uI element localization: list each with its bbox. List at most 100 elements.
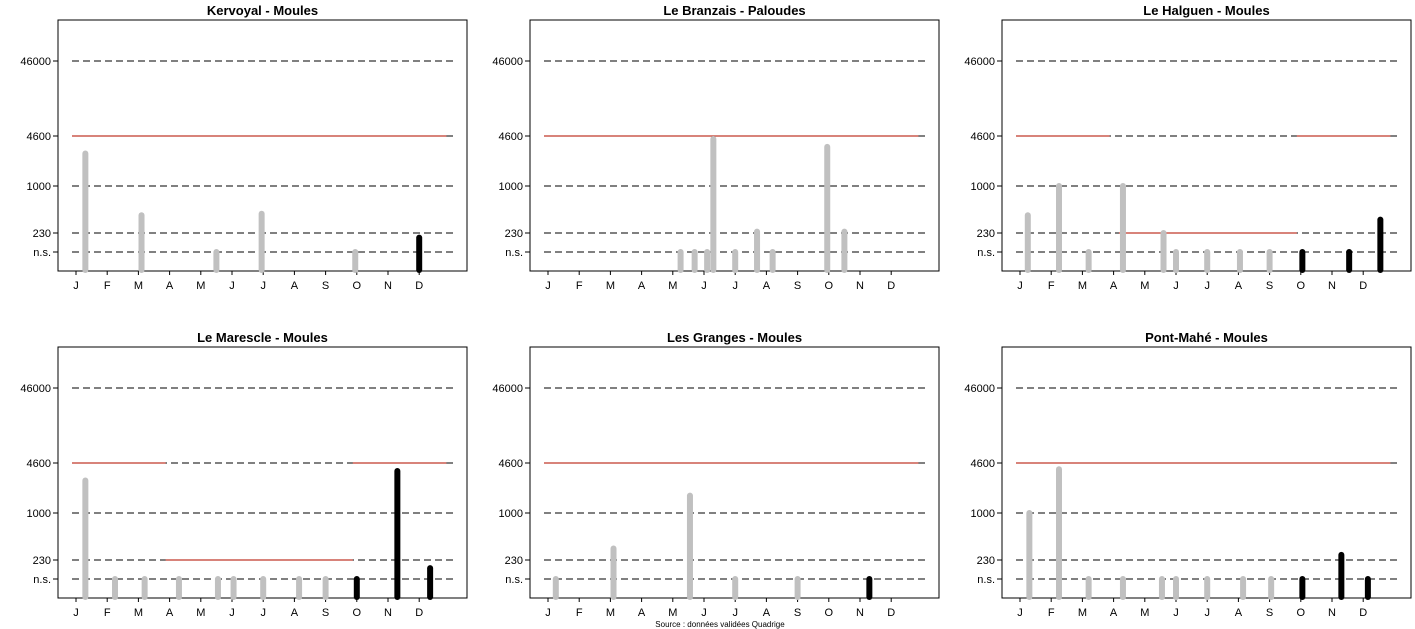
x-tick-label: O: [353, 280, 362, 292]
x-tick-label: F: [576, 280, 583, 292]
x-tick-label: S: [322, 280, 329, 292]
y-tick-label: n.s.: [33, 574, 51, 586]
y-tick-label: n.s.: [505, 574, 523, 586]
panel-title: Le Marescle - Moules: [197, 330, 328, 345]
x-tick-label: J: [545, 280, 551, 292]
y-tick-label: 4600: [971, 458, 995, 470]
x-tick-label: M: [1140, 607, 1149, 619]
x-tick-label: A: [1235, 607, 1243, 619]
y-tick-label: 4600: [27, 131, 51, 143]
y-tick-label: 230: [977, 555, 995, 567]
x-tick-label: O: [1297, 607, 1306, 619]
y-tick-label: 1000: [27, 508, 51, 520]
chart-panel: Le Marescle - Moules n.s. 230 1000 4600 46000…: [20, 330, 468, 619]
x-tick-label: N: [384, 280, 392, 292]
x-tick-label: J: [229, 280, 235, 292]
x-tick-label: M: [134, 607, 143, 619]
x-tick-label: A: [638, 607, 646, 619]
x-tick-label: A: [291, 280, 299, 292]
x-tick-label: J: [701, 280, 707, 292]
x-tick-label: N: [856, 280, 864, 292]
x-tick-label: A: [1110, 607, 1118, 619]
y-tick-label: n.s.: [977, 574, 995, 586]
x-tick-label: M: [668, 280, 677, 292]
y-tick-label: 46000: [20, 56, 51, 68]
x-tick-label: J: [732, 280, 738, 292]
x-tick-label: D: [887, 607, 895, 619]
x-tick-label: O: [825, 607, 834, 619]
panel-title: Le Branzais - Paloudes: [663, 3, 805, 18]
x-tick-label: J: [701, 607, 707, 619]
x-tick-label: M: [606, 280, 615, 292]
chart-panel: Les Granges - Moules n.s. 230 1000 4600 46000…: [492, 330, 940, 619]
x-tick-label: J: [73, 280, 79, 292]
x-tick-label: A: [166, 607, 174, 619]
x-tick-label: S: [794, 280, 801, 292]
x-tick-label: S: [1266, 607, 1273, 619]
x-tick-label: A: [1110, 280, 1118, 292]
x-tick-label: S: [794, 607, 801, 619]
x-tick-label: J: [1204, 607, 1210, 619]
x-tick-label: F: [1048, 607, 1055, 619]
x-tick-label: S: [1266, 280, 1273, 292]
x-tick-label: J: [545, 607, 551, 619]
x-tick-label: O: [1297, 280, 1306, 292]
x-tick-label: D: [887, 280, 895, 292]
x-tick-label: M: [1140, 280, 1149, 292]
panel-title: Les Granges - Moules: [667, 330, 802, 345]
y-tick-label: 1000: [971, 508, 995, 520]
chart-panel: Le Halguen - Moules n.s. 230 1000 4600 46000 J…: [964, 3, 1412, 292]
chart-panel: Le Branzais - Paloudes n.s. 230 1000 4600 460…: [492, 3, 940, 292]
x-tick-label: D: [1359, 280, 1367, 292]
y-tick-label: 1000: [499, 508, 523, 520]
x-tick-label: D: [415, 280, 423, 292]
x-tick-label: M: [1078, 280, 1087, 292]
y-tick-label: 230: [505, 228, 523, 240]
x-tick-label: A: [1235, 280, 1243, 292]
y-tick-label: n.s.: [977, 247, 995, 259]
x-tick-label: D: [1359, 607, 1367, 619]
y-tick-label: 46000: [492, 56, 523, 68]
x-tick-label: A: [291, 607, 299, 619]
x-tick-label: A: [763, 280, 771, 292]
x-tick-label: F: [1048, 280, 1055, 292]
x-tick-label: A: [638, 280, 646, 292]
chart-panel: Kervoyal - Moules n.s. 230 1000 4600 46000 J F M…: [20, 3, 468, 292]
x-tick-label: J: [1173, 280, 1179, 292]
x-tick-label: O: [825, 280, 834, 292]
chart-panel: Pont-Mahé - Moules n.s. 230 1000 4600 46000 J F…: [964, 330, 1412, 619]
y-tick-label: 46000: [20, 383, 51, 395]
x-tick-label: M: [606, 607, 615, 619]
x-tick-label: F: [104, 280, 111, 292]
x-tick-label: M: [196, 607, 205, 619]
x-tick-label: S: [322, 607, 329, 619]
y-tick-label: 46000: [964, 383, 995, 395]
y-tick-label: 1000: [499, 181, 523, 193]
y-tick-label: n.s.: [505, 247, 523, 259]
y-tick-label: 46000: [964, 56, 995, 68]
x-tick-label: J: [1173, 607, 1179, 619]
x-tick-label: D: [415, 607, 423, 619]
x-tick-label: M: [134, 280, 143, 292]
x-tick-label: M: [196, 280, 205, 292]
y-tick-label: 230: [505, 555, 523, 567]
x-tick-label: N: [1328, 607, 1336, 619]
y-tick-label: 4600: [27, 458, 51, 470]
y-tick-label: 1000: [971, 181, 995, 193]
x-tick-label: J: [732, 607, 738, 619]
x-tick-label: F: [104, 607, 111, 619]
x-tick-label: N: [384, 607, 392, 619]
y-tick-label: 46000: [492, 383, 523, 395]
y-tick-label: n.s.: [33, 247, 51, 259]
x-tick-label: F: [576, 607, 583, 619]
y-tick-label: 4600: [499, 458, 523, 470]
x-tick-label: J: [229, 607, 235, 619]
x-tick-label: J: [260, 607, 266, 619]
x-tick-label: J: [1204, 280, 1210, 292]
x-tick-label: A: [166, 280, 174, 292]
x-tick-label: A: [763, 607, 771, 619]
x-tick-label: M: [668, 607, 677, 619]
x-tick-label: J: [1017, 280, 1023, 292]
y-tick-label: 230: [33, 555, 51, 567]
